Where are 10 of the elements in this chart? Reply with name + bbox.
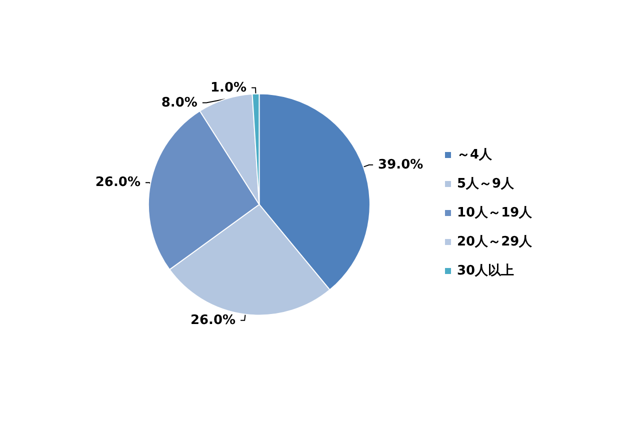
legend-label: 20人～29人 bbox=[457, 234, 534, 250]
data-label: 1.0% bbox=[210, 80, 247, 96]
data-label: 39.0% bbox=[378, 157, 424, 172]
legend-label: 10人～19人 bbox=[457, 206, 534, 220]
legend-label: ～4人 bbox=[457, 148, 494, 162]
legend-label: 5人～9人 bbox=[457, 176, 516, 192]
data-label: 26.0% bbox=[95, 175, 140, 190]
data-label: 26.0% bbox=[190, 312, 236, 328]
legend-label: 30人以上 bbox=[457, 264, 514, 278]
data-label: 8.0% bbox=[161, 95, 198, 110]
